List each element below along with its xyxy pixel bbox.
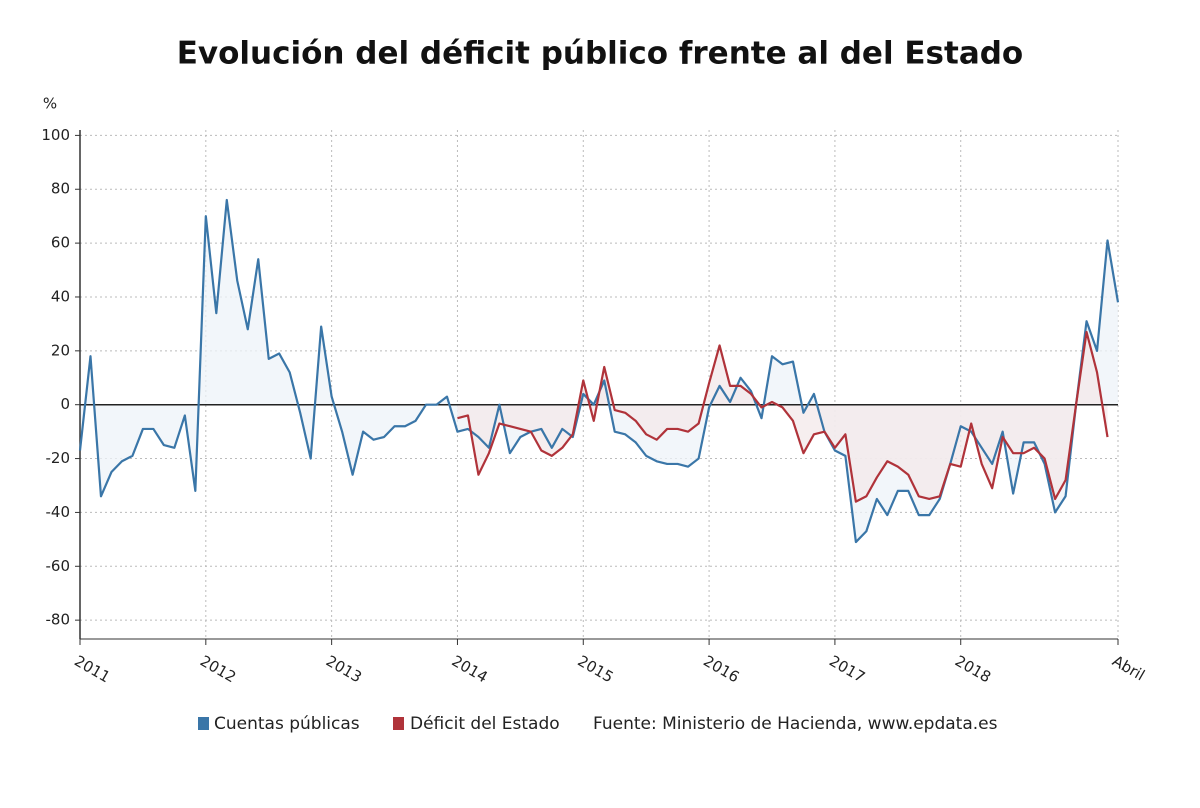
legend-swatch (198, 717, 209, 730)
y-tick-label: 100 (41, 126, 70, 144)
y-tick-label: -20 (46, 449, 71, 467)
series-area (457, 331, 1108, 502)
y-tick-label: 0 (60, 395, 70, 413)
plot-area: -80 -60 -40 -20 0 20 40 60 80 100 2011 2012 2013 2014… (41, 126, 1148, 686)
y-tick-label: -60 (46, 557, 71, 575)
x-tick-label: 2017 (826, 652, 868, 687)
legend-label: Cuentas públicas (214, 714, 360, 734)
y-tick-label: -80 (46, 611, 71, 629)
series-line (457, 330, 1109, 503)
y-tick-label: 80 (51, 180, 70, 198)
chart-title: Evolución del déficit público frente al … (177, 36, 1023, 72)
y-axis-label: % (43, 95, 57, 113)
x-tick-label: 2012 (197, 652, 239, 687)
source-note: Fuente: Ministerio de Hacienda, www.epda… (593, 714, 998, 734)
x-tick-label: 2014 (449, 652, 491, 687)
y-tick-label: 60 (51, 234, 70, 252)
legend-label: Déficit del Estado (410, 714, 560, 734)
y-tick-label: 20 (51, 341, 70, 359)
y-tick-label: 40 (51, 287, 70, 305)
y-tick-label: -40 (46, 503, 71, 521)
legend-swatch (393, 717, 404, 730)
x-tick-label: 2013 (323, 652, 365, 687)
x-tick-label: 2018 (952, 652, 994, 687)
x-tick-label: 2011 (71, 652, 113, 687)
x-tick-label: 2016 (700, 652, 742, 687)
x-tick-label: 2015 (574, 652, 616, 687)
legend: Cuentas públicas Déficit del Estado Fuen… (198, 714, 998, 734)
x-tick-label: Abril (1109, 652, 1148, 685)
series-area (80, 200, 1118, 543)
